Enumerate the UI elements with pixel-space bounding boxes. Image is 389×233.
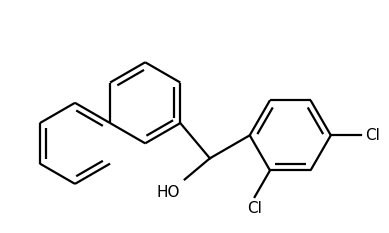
Text: HO: HO <box>157 185 180 200</box>
Text: Cl: Cl <box>247 201 262 216</box>
Text: Cl: Cl <box>365 128 380 143</box>
